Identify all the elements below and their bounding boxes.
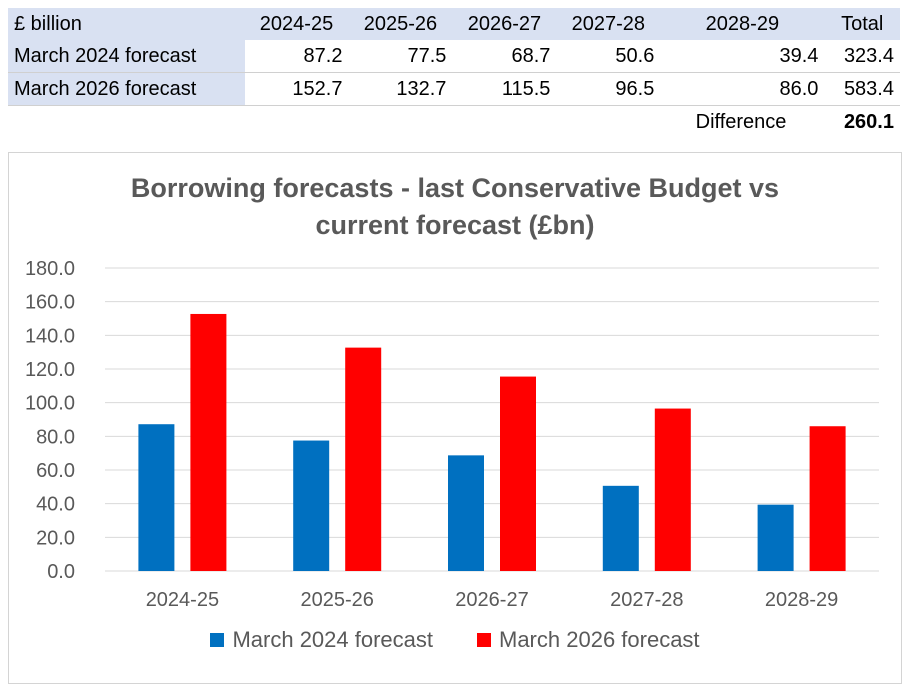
legend-label-march-2026: March 2026 forecast: [499, 627, 700, 652]
value-cell[interactable]: 68.7: [452, 40, 557, 73]
table-row: March 2026 forecast 152.7 132.7 115.5 96…: [8, 72, 900, 106]
legend-label-march-2024: March 2024 forecast: [232, 627, 433, 652]
table-row: March 2024 forecast 87.2 77.5 68.7 50.6 …: [8, 40, 900, 73]
empty-cell[interactable]: [452, 105, 557, 138]
header-cell[interactable]: 2025-26: [348, 8, 453, 40]
value-cell[interactable]: 152.7: [244, 72, 349, 106]
bar-march-2024-2026-27[interactable]: [448, 455, 484, 571]
header-cell[interactable]: 2026-27: [452, 8, 557, 40]
value-cell[interactable]: 50.6: [556, 40, 661, 73]
total-cell[interactable]: 583.4: [824, 72, 900, 106]
y-tick-label: 0.0: [47, 561, 75, 583]
legend-item-march-2026: March 2026 forecast: [477, 627, 700, 653]
value-cell[interactable]: 87.2: [244, 40, 349, 73]
empty-cell[interactable]: [348, 105, 453, 138]
y-tick-label: 120.0: [25, 359, 75, 381]
y-tick-label: 160.0: [25, 292, 75, 314]
value-cell[interactable]: 115.5: [452, 72, 557, 106]
header-cell[interactable]: 2027-28: [556, 8, 661, 40]
empty-cell[interactable]: [556, 105, 661, 138]
difference-value[interactable]: 260.1: [824, 105, 900, 138]
value-cell[interactable]: 96.5: [556, 72, 661, 106]
bar-march-2024-2025-26[interactable]: [293, 440, 330, 571]
empty-cell[interactable]: [8, 105, 245, 138]
total-cell[interactable]: 323.4: [824, 40, 900, 73]
header-cell[interactable]: £ billion: [8, 8, 245, 40]
x-tick-label: 2025-26: [300, 589, 373, 611]
legend-item-march-2024: March 2024 forecast: [210, 627, 433, 653]
value-cell[interactable]: 39.4: [660, 40, 825, 73]
bar-march-2026-2027-28[interactable]: [654, 408, 691, 571]
header-cell[interactable]: 2028-29: [660, 8, 825, 40]
y-tick-label: 60.0: [36, 460, 75, 482]
borrowing-chart[interactable]: Borrowing forecasts - last Conservative …: [8, 152, 902, 684]
y-tick-label: 40.0: [36, 494, 75, 516]
chart-title: Borrowing forecasts - last Conservative …: [79, 170, 831, 244]
chart-legend: March 2024 forecast March 2026 forecast: [9, 627, 901, 653]
table-header-row: £ billion 2024-25 2025-26 2026-27 2027-2…: [8, 8, 900, 40]
y-tick-label: 180.0: [25, 258, 75, 280]
x-tick-label: 2024-25: [146, 589, 219, 611]
y-tick-label: 80.0: [36, 426, 75, 448]
x-tick-label: 2028-29: [765, 589, 838, 611]
bar-march-2026-2024-25[interactable]: [190, 313, 227, 571]
difference-row: Difference 260.1: [8, 105, 900, 138]
plot-area: 0.0 20.0 40.0 60.0 80.0 100.0 120.0 140.0 160.0 1…: [25, 258, 879, 611]
row-label-cell[interactable]: March 2026 forecast: [8, 72, 245, 106]
empty-cell[interactable]: [244, 105, 349, 138]
header-cell[interactable]: 2024-25: [244, 8, 349, 40]
bar-march-2026-2026-27[interactable]: [500, 376, 536, 571]
bar-march-2024-2027-28[interactable]: [602, 485, 639, 571]
bar-march-2024-2024-25[interactable]: [138, 424, 175, 571]
y-tick-label: 20.0: [36, 527, 75, 549]
value-cell[interactable]: 77.5: [348, 40, 453, 73]
header-cell[interactable]: Total: [824, 8, 900, 40]
y-tick-label: 100.0: [25, 393, 75, 415]
x-tick-label: 2027-28: [610, 589, 683, 611]
value-cell[interactable]: 86.0: [660, 72, 825, 106]
bar-march-2026-2028-29[interactable]: [809, 426, 846, 571]
chart-title-line-1: Borrowing forecasts - last Conservative …: [130, 173, 780, 203]
y-tick-label: 140.0: [25, 325, 75, 347]
bar-march-2024-2028-29[interactable]: [757, 504, 794, 571]
value-cell[interactable]: 132.7: [348, 72, 453, 106]
difference-label[interactable]: Difference: [660, 105, 825, 138]
row-label-cell[interactable]: March 2024 forecast: [8, 40, 245, 73]
bar-march-2026-2025-26[interactable]: [345, 347, 382, 571]
legend-swatch-march-2024: [210, 633, 225, 647]
forecast-table: £ billion 2024-25 2025-26 2026-27 2027-2…: [8, 8, 900, 138]
chart-title-line-2: current forecast (£bn): [315, 210, 595, 240]
x-tick-label: 2026-27: [455, 589, 528, 611]
legend-swatch-march-2026: [477, 633, 491, 647]
